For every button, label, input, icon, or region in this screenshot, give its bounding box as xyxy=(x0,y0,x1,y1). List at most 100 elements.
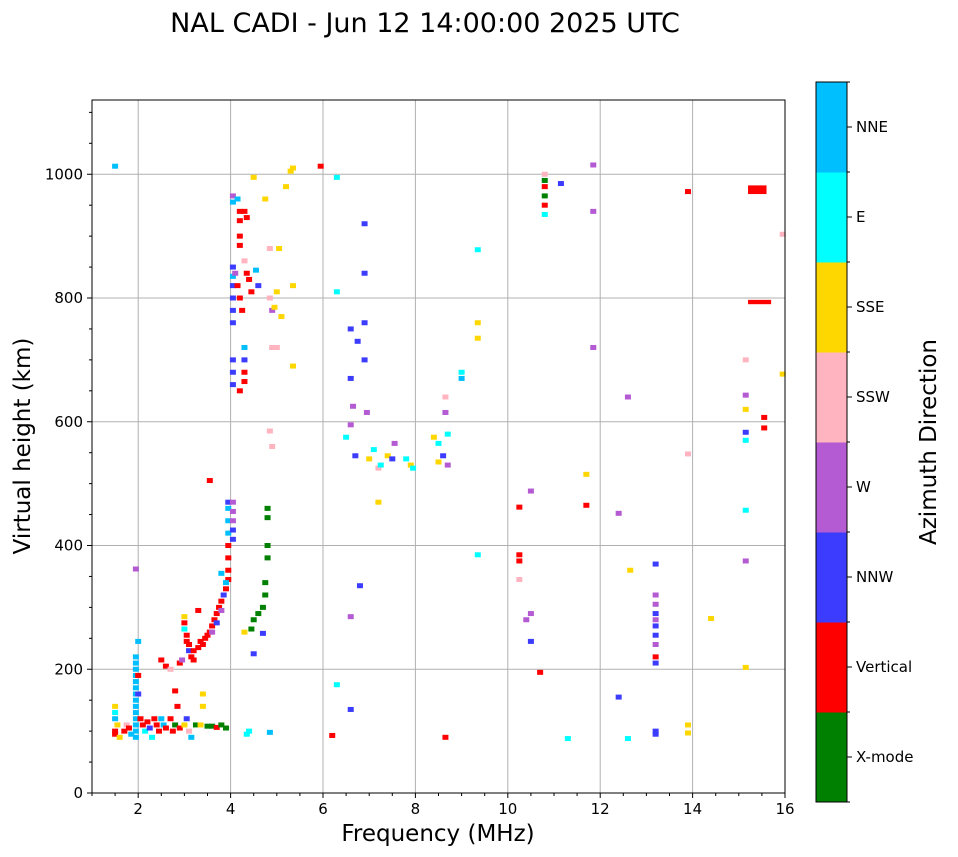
echo-point xyxy=(389,456,396,462)
echo-point xyxy=(442,409,449,415)
echo-point xyxy=(229,283,236,289)
echo-point xyxy=(225,530,232,536)
echo-point xyxy=(442,394,449,400)
echo-point xyxy=(363,409,370,415)
echo-point xyxy=(158,716,165,722)
echo-point xyxy=(474,335,481,341)
echo-point xyxy=(266,428,273,434)
echo-point xyxy=(192,722,199,728)
echo-point xyxy=(333,289,340,295)
echo-point xyxy=(236,242,243,248)
echo-point xyxy=(162,725,169,731)
colorbar-segment xyxy=(816,442,847,533)
colorbar-tick-label: NNW xyxy=(856,568,893,586)
echo-point xyxy=(222,586,229,592)
x-tick-label: 16 xyxy=(775,800,794,818)
colorbar-tick-label: SSW xyxy=(856,388,890,406)
echo-point xyxy=(236,388,243,394)
echo-point xyxy=(343,434,350,440)
echo-point xyxy=(516,552,523,558)
echo-point xyxy=(229,499,236,505)
echo-point xyxy=(516,558,523,564)
echo-point xyxy=(188,734,195,740)
echo-point xyxy=(474,552,481,558)
colorbar-tick-label: NNE xyxy=(856,118,888,136)
echo-point xyxy=(779,231,786,237)
echo-point xyxy=(289,283,296,289)
echo-point xyxy=(132,679,139,685)
echo-point xyxy=(229,357,236,363)
echo-point xyxy=(132,697,139,703)
echo-point xyxy=(248,626,255,632)
echo-point xyxy=(112,731,119,737)
echo-point xyxy=(742,558,749,564)
echo-point xyxy=(250,651,257,657)
echo-point xyxy=(264,515,271,521)
echo-point xyxy=(246,728,253,734)
echo-point xyxy=(684,189,691,195)
echo-point xyxy=(430,434,437,440)
echo-point xyxy=(128,731,135,737)
echo-point xyxy=(742,664,749,670)
echo-point xyxy=(333,174,340,180)
echo-point xyxy=(195,607,202,613)
echo-point xyxy=(132,566,139,572)
echo-point xyxy=(176,725,183,731)
echo-point xyxy=(742,429,749,435)
echo-point xyxy=(167,716,174,722)
echo-point xyxy=(541,211,548,217)
echo-point xyxy=(684,730,691,736)
echo-point xyxy=(225,543,232,548)
echo-point xyxy=(229,320,236,326)
echo-point xyxy=(183,632,190,638)
echo-point xyxy=(652,561,659,567)
echo-point xyxy=(213,724,220,730)
echo-point xyxy=(125,725,132,731)
echo-point xyxy=(112,163,119,169)
echo-point xyxy=(742,392,749,398)
echo-point xyxy=(391,440,398,446)
echo-point xyxy=(541,177,548,183)
echo-point xyxy=(652,731,659,737)
echo-point xyxy=(135,672,142,678)
echo-point xyxy=(220,592,227,598)
echo-point xyxy=(241,629,248,635)
echo-point xyxy=(132,685,139,691)
echo-point xyxy=(132,716,139,722)
echo-point xyxy=(652,654,659,660)
echo-point xyxy=(236,208,243,214)
echo-point xyxy=(541,202,548,208)
echo-point xyxy=(407,462,414,468)
echo-point xyxy=(225,567,232,573)
echo-point xyxy=(266,295,273,301)
echo-point xyxy=(172,688,179,694)
echo-point xyxy=(384,453,391,459)
echo-point xyxy=(146,725,153,731)
x-tick-label: 8 xyxy=(411,800,421,818)
echo-point xyxy=(259,604,266,610)
echo-point xyxy=(188,654,195,660)
echo-point xyxy=(248,289,255,295)
echo-point xyxy=(458,375,465,381)
echo-point xyxy=(557,181,564,187)
echo-point xyxy=(229,264,236,270)
echo-point xyxy=(155,728,162,734)
plot-frame xyxy=(91,99,786,794)
echo-point xyxy=(225,577,232,583)
echo-point xyxy=(269,307,276,313)
echo-point xyxy=(183,716,190,722)
echo-point xyxy=(218,570,225,576)
echo-point xyxy=(564,736,571,742)
echo-point xyxy=(354,338,361,344)
echo-point xyxy=(250,617,257,623)
echo-point xyxy=(516,577,523,583)
echo-point xyxy=(356,583,363,589)
echo-point xyxy=(329,732,336,738)
x-tick-label: 10 xyxy=(498,800,517,818)
echo-point xyxy=(190,657,197,663)
colorbar-segment xyxy=(816,172,847,263)
azimuth-colorbar: X-mode Vertical NNW W SSW SSE E NNE xyxy=(815,81,913,803)
echo-point xyxy=(652,728,659,734)
echo-point xyxy=(269,444,276,449)
